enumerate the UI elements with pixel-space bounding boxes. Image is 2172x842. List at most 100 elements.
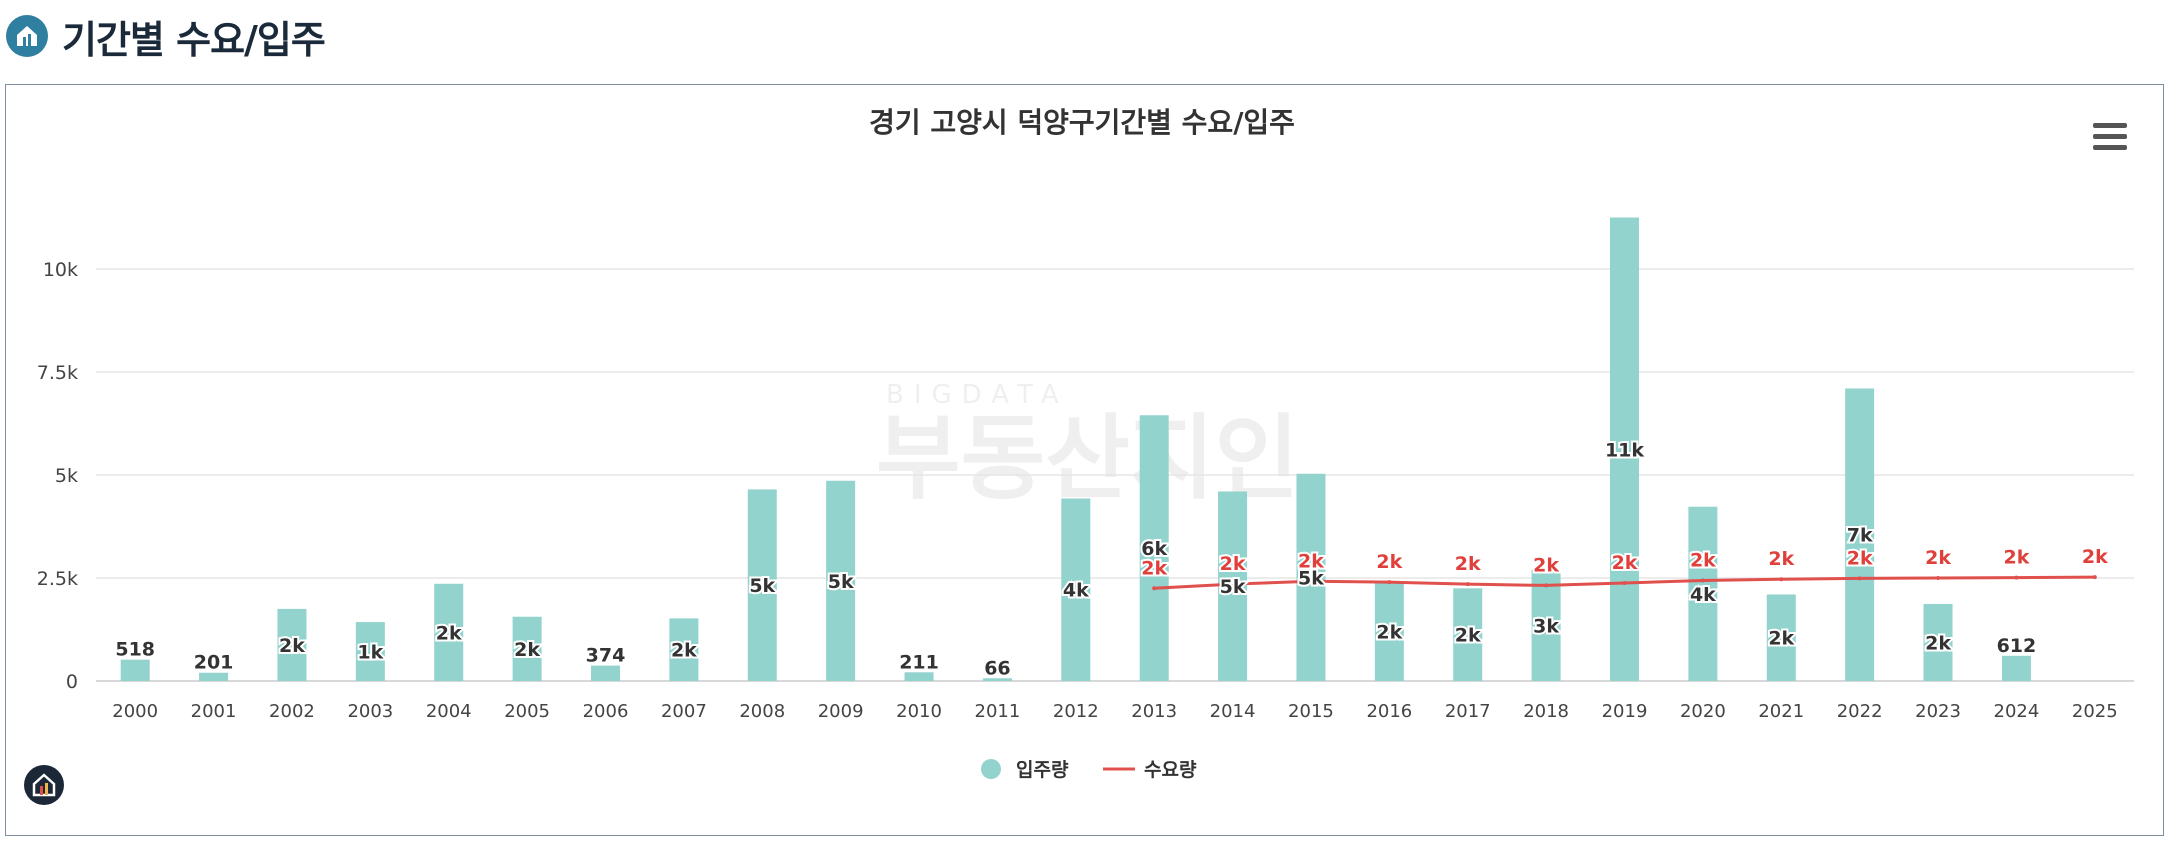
bar-supply xyxy=(1688,506,1718,681)
data-label-demand: 2k xyxy=(1376,551,1402,573)
data-label-supply: 4k xyxy=(1063,580,1089,602)
x-tick-label: 2016 xyxy=(1366,701,1412,722)
legend-item-demand[interactable]: 수요량 xyxy=(1103,759,1197,781)
point-demand xyxy=(1936,576,1941,580)
page-title: 기간별 수요/입주 xyxy=(62,17,326,62)
point-demand xyxy=(1622,580,1627,585)
x-tick-label: 2001 xyxy=(191,701,237,722)
point-demand xyxy=(1308,579,1313,584)
bar-supply xyxy=(277,608,307,681)
data-label-demand: 2k xyxy=(1298,550,1324,572)
chart-title: 경기 고양시 덕양구기간별 수요/입주 xyxy=(869,106,1295,139)
data-label-supply: 2k xyxy=(1376,622,1402,644)
x-tick-label: 2002 xyxy=(269,701,315,722)
bar-supply xyxy=(199,672,229,681)
bar-supply xyxy=(120,659,150,681)
point-demand xyxy=(1152,586,1157,591)
data-label-supply: 201 xyxy=(194,652,234,674)
bar-supply xyxy=(1923,603,1953,681)
home-logo-icon xyxy=(24,765,64,805)
x-tick-label: 2011 xyxy=(975,701,1021,722)
y-tick-label: 10k xyxy=(43,259,78,281)
x-tick-label: 2007 xyxy=(661,701,707,722)
watermark-small: BIGDATA xyxy=(886,380,1069,410)
data-label-supply: 6k xyxy=(1141,538,1167,560)
data-label-supply: 11k xyxy=(1605,439,1644,461)
data-label-supply: 2k xyxy=(514,639,540,661)
data-label-supply: 1k xyxy=(357,642,383,664)
point-demand xyxy=(1544,583,1549,588)
data-label-demand: 2k xyxy=(1141,557,1167,579)
data-label-demand: 2k xyxy=(2003,547,2029,569)
data-label-demand: 2k xyxy=(1847,547,1873,569)
point-demand xyxy=(1230,582,1235,587)
legend-label-demand: 수요량 xyxy=(1144,759,1197,781)
bar-supply xyxy=(512,616,542,681)
y-tick-label: 2.5k xyxy=(37,568,78,590)
x-tick-label: 2005 xyxy=(504,701,550,722)
bar-supply xyxy=(434,583,464,681)
x-tick-label: 2015 xyxy=(1288,701,1334,722)
data-label-supply: 2k xyxy=(436,622,462,644)
bar-supply xyxy=(1531,569,1561,681)
data-label-supply: 2k xyxy=(1925,632,1951,654)
data-label-supply: 211 xyxy=(899,651,939,673)
point-demand xyxy=(1779,577,1784,582)
bar-supply xyxy=(1061,498,1091,681)
data-label-supply: 5k xyxy=(1220,576,1246,598)
page-header: 기간별 수요/입주 xyxy=(6,10,326,62)
x-tick-label: 2017 xyxy=(1445,701,1491,722)
data-label-demand: 2k xyxy=(1612,552,1638,574)
y-tick-label: 5k xyxy=(55,465,78,487)
bar-supply xyxy=(826,480,856,681)
data-label-supply: 2k xyxy=(1768,628,1794,650)
bar-supply xyxy=(904,672,934,681)
bar-supply xyxy=(591,665,620,681)
hamburger-menu-icon[interactable] xyxy=(2093,123,2127,153)
bar-supply xyxy=(1139,415,1169,681)
bar-supply xyxy=(1766,594,1796,681)
x-tick-label: 2025 xyxy=(2072,701,2118,722)
x-tick-label: 2024 xyxy=(1994,701,2040,722)
bar-supply xyxy=(2001,655,2031,681)
data-label-supply: 2k xyxy=(279,635,305,657)
y-tick-label: 7.5k xyxy=(37,362,78,384)
bar-supply xyxy=(355,622,385,681)
data-label-supply: 2k xyxy=(671,640,697,662)
x-tick-label: 2020 xyxy=(1680,701,1726,722)
data-label-demand: 2k xyxy=(1455,553,1481,575)
point-demand xyxy=(1857,576,1862,581)
bar-supply xyxy=(747,489,777,681)
bar-supply xyxy=(1610,217,1639,681)
x-tick-label: 2022 xyxy=(1837,701,1883,722)
x-tick-label: 2004 xyxy=(426,701,472,722)
bar-supply xyxy=(1218,491,1248,681)
data-label-demand: 2k xyxy=(2082,546,2108,568)
point-demand xyxy=(1465,582,1470,587)
x-tick-label: 2013 xyxy=(1131,701,1177,722)
point-demand xyxy=(1387,580,1392,585)
bar-supply xyxy=(982,678,1012,681)
data-label-supply: 612 xyxy=(1997,635,2037,657)
data-label-supply: 3k xyxy=(1533,615,1559,637)
data-label-supply: 374 xyxy=(586,645,626,667)
data-label-supply: 4k xyxy=(1690,584,1716,606)
x-tick-label: 2014 xyxy=(1210,701,1256,722)
legend-marker-supply xyxy=(981,759,1001,779)
legend-item-supply[interactable]: 입주량 xyxy=(981,759,1069,781)
y-tick-label: 0 xyxy=(66,671,78,693)
data-label-demand: 2k xyxy=(1690,549,1716,571)
data-label-demand: 2k xyxy=(1220,553,1246,575)
chart-svg: BIGDATA 부동산지인 경기 고양시 덕양구기간별 수요/입주 02.5k5… xyxy=(37,106,2134,781)
x-tick-label: 2018 xyxy=(1523,701,1569,722)
data-label-supply: 7k xyxy=(1847,525,1873,547)
point-demand xyxy=(2092,575,2097,580)
x-tick-label: 2000 xyxy=(112,701,158,722)
x-tick-label: 2003 xyxy=(347,701,393,722)
legend-label-supply: 입주량 xyxy=(1016,759,1069,781)
home-icon xyxy=(6,15,48,57)
data-label-demand: 2k xyxy=(1533,554,1559,576)
x-tick-label: 2023 xyxy=(1915,701,1961,722)
data-label-supply: 5k xyxy=(1298,567,1324,589)
point-demand xyxy=(1700,578,1705,583)
